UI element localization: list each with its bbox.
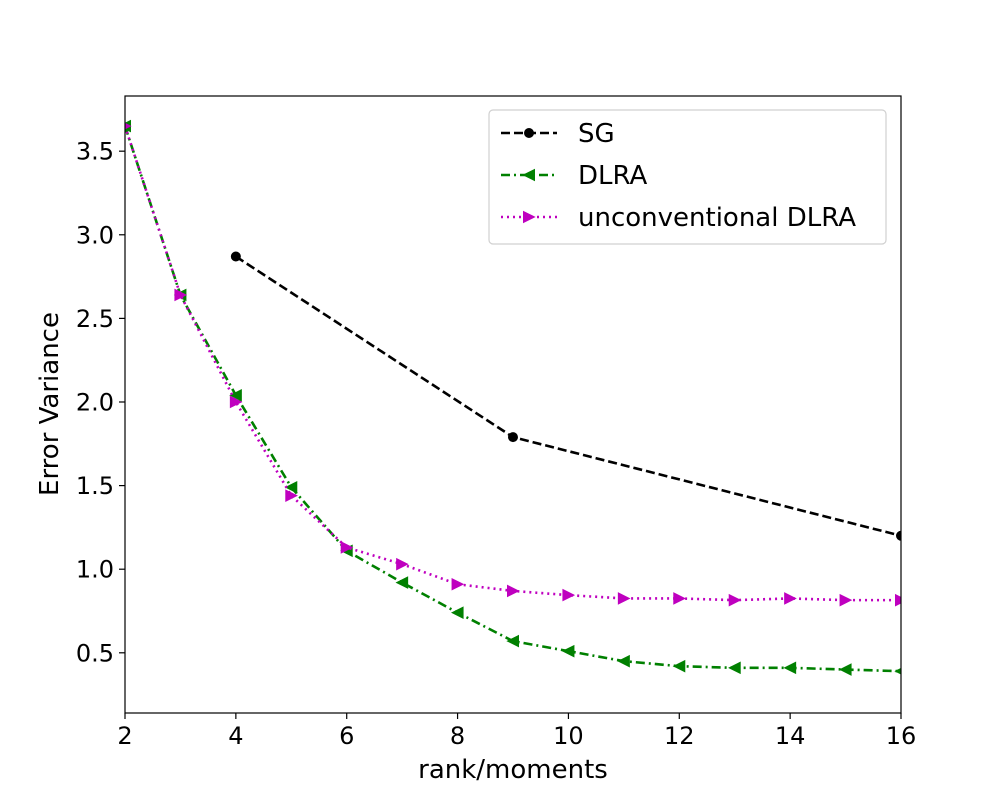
legend-label: DLRA [578, 161, 648, 191]
legend-item-dlra: DLRA [501, 161, 648, 191]
ticks-layer: 2 4 6 8 10 12 14 16 0.5 1.0 1.5 2.0 2.5 3.0 3.5 [76, 138, 916, 750]
data-point-dlra [284, 480, 298, 494]
y-tick-label: 1.5 [76, 472, 114, 500]
data-point-unconventional-dlra [451, 577, 465, 591]
data-point-dlra [395, 576, 409, 589]
series-line-sg [235, 255, 901, 538]
data-point-unconventional-dlra [229, 395, 243, 409]
x-tick-label: 4 [228, 722, 243, 750]
x-tick-label: 14 [775, 722, 806, 750]
x-tick-label: 2 [117, 722, 132, 750]
data-point-unconventional-dlra [784, 592, 797, 605]
data-point-dlra [561, 644, 575, 658]
y-axis-label: Error Variance [35, 312, 65, 496]
x-tick-label: 10 [553, 722, 584, 750]
data-point-unconventional-dlra [562, 588, 576, 602]
legend-marker [522, 168, 535, 182]
data-point-unconventional-dlra [340, 541, 354, 554]
data-point-unconventional-dlra [125, 122, 132, 130]
data-point-sg [508, 432, 518, 443]
data-point-sg [230, 251, 241, 262]
legend: SG DLRA unconventional DLRA [488, 109, 887, 245]
data-point-unconventional-dlra [895, 593, 901, 607]
data-point-dlra [783, 661, 797, 675]
data-point-dlra [838, 663, 852, 676]
series-sg [230, 251, 901, 541]
y-tick-label: 2.0 [76, 388, 114, 416]
data-point-dlra [229, 388, 242, 402]
y-tick-label: 3.0 [76, 221, 114, 249]
data-point-unconventional-dlra [728, 593, 742, 607]
x-tick-label: 8 [450, 722, 465, 750]
data-point-dlra [617, 654, 630, 668]
x-tick-label: 6 [339, 722, 354, 750]
legend-label: SG [578, 119, 615, 149]
legend-label: unconventional DLRA [578, 203, 856, 233]
y-tick-label: 1.0 [76, 556, 114, 584]
series-unconventional-dlra [125, 122, 901, 607]
legend-box [488, 109, 887, 245]
legend-item-unconventional-dlra: unconventional DLRA [501, 203, 856, 233]
series-layer [125, 119, 901, 676]
y-tick-label: 0.5 [76, 639, 114, 667]
legend-marker [524, 128, 534, 138]
data-point-unconventional-dlra [507, 584, 520, 598]
data-point-dlra [450, 606, 464, 619]
data-point-dlra [728, 661, 741, 675]
legend-item-sg: SG [501, 119, 615, 149]
data-point-unconventional-dlra [617, 592, 631, 605]
legend-marker [523, 210, 536, 224]
x-axis-label: rank/moments [418, 755, 608, 785]
data-point-unconventional-dlra [285, 489, 298, 502]
plot-frame [124, 95, 902, 714]
data-point-unconventional-dlra [174, 288, 188, 302]
data-point-dlra [894, 667, 901, 675]
data-point-unconventional-dlra [839, 593, 853, 607]
data-point-dlra [506, 634, 519, 648]
data-point-dlra [672, 659, 686, 673]
x-tick-label: 12 [664, 722, 695, 750]
data-point-unconventional-dlra [673, 592, 686, 605]
y-tick-label: 2.5 [76, 305, 114, 333]
data-point-sg [896, 530, 901, 541]
x-tick-label: 16 [886, 722, 917, 750]
data-point-unconventional-dlra [396, 557, 409, 571]
y-tick-label: 3.5 [76, 138, 114, 166]
